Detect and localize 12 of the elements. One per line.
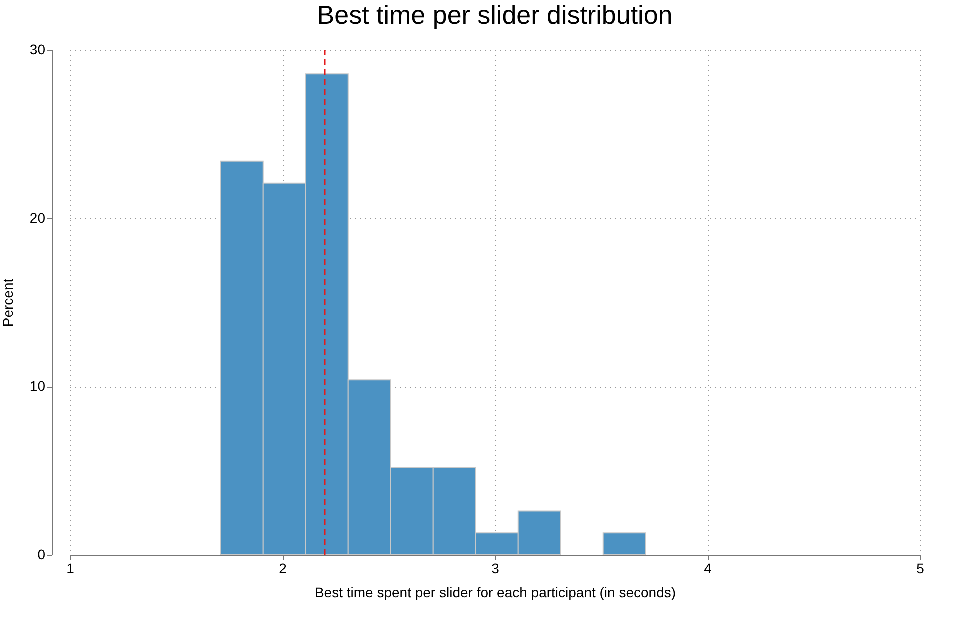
y-tick-label: 20 <box>30 210 46 226</box>
y-tick-label: 0 <box>38 546 46 562</box>
y-tick-label: 10 <box>30 378 46 394</box>
x-tick-label: 2 <box>279 560 288 576</box>
y-axis-title: Percent <box>0 278 16 328</box>
y-tick-label: 30 <box>30 42 46 58</box>
x-tick-label: 3 <box>492 560 500 576</box>
x-axis-title: Best time spent per slider for each participant (in seconds) <box>314 584 676 600</box>
chart-title: Best time per slider distribution <box>317 0 673 30</box>
x-tick-label: 4 <box>704 560 712 576</box>
x-tick-label: 5 <box>916 560 925 576</box>
x-tick-label: 1 <box>66 560 75 576</box>
